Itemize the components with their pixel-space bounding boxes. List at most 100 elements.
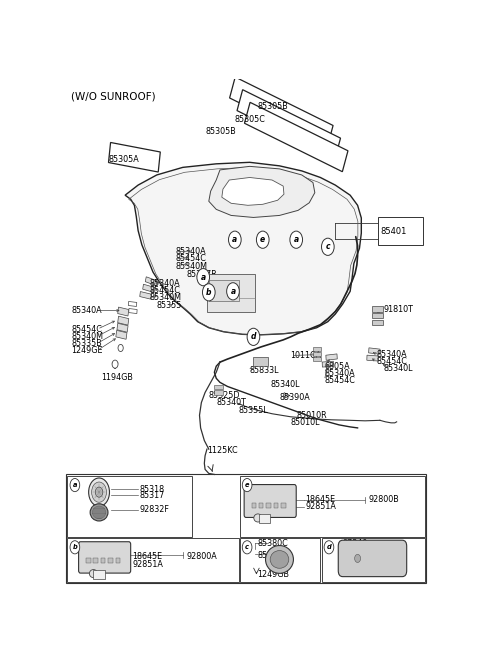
Bar (372, 306, 383, 311)
Text: 85305A: 85305A (108, 155, 139, 164)
Bar (313, 357, 321, 361)
Ellipse shape (254, 514, 262, 522)
Polygon shape (129, 309, 137, 313)
Ellipse shape (92, 506, 106, 519)
Bar (372, 313, 383, 318)
Circle shape (242, 541, 252, 554)
Text: 92851A: 92851A (132, 560, 163, 569)
Polygon shape (145, 277, 157, 286)
Text: 85305C: 85305C (235, 115, 266, 124)
Text: 97340: 97340 (343, 539, 368, 548)
Circle shape (227, 283, 240, 300)
Polygon shape (367, 355, 378, 361)
Text: 85340M: 85340M (149, 294, 181, 302)
Bar (116, 558, 120, 564)
Bar (94, 570, 106, 579)
Text: b: b (206, 288, 212, 297)
Text: 92800A: 92800A (186, 552, 217, 561)
Text: e: e (260, 235, 265, 244)
Text: 85340A: 85340A (324, 369, 355, 378)
Text: 85355: 85355 (156, 302, 182, 311)
Polygon shape (190, 256, 202, 263)
Text: 85355L: 85355L (239, 406, 268, 415)
Text: 18645E: 18645E (305, 495, 336, 504)
Text: 1249GE: 1249GE (71, 346, 103, 355)
Text: 85340M: 85340M (71, 332, 103, 341)
Bar (313, 347, 321, 351)
Ellipse shape (89, 570, 97, 578)
Circle shape (96, 487, 103, 497)
Text: 91810T: 91810T (384, 305, 413, 313)
Polygon shape (184, 262, 196, 269)
Circle shape (118, 344, 123, 351)
Text: 1194GB: 1194GB (101, 373, 133, 382)
Circle shape (322, 238, 334, 256)
Text: 85380C: 85380C (257, 539, 288, 548)
Text: b: b (72, 544, 77, 551)
Polygon shape (275, 223, 299, 243)
Bar (101, 558, 106, 564)
Text: 85454C: 85454C (324, 376, 355, 385)
Polygon shape (229, 77, 333, 147)
Bar (240, 476, 424, 537)
Polygon shape (369, 348, 380, 354)
Text: 92832F: 92832F (140, 505, 170, 514)
Circle shape (89, 478, 109, 507)
Text: 85340M: 85340M (175, 261, 207, 271)
Bar (215, 386, 223, 390)
Polygon shape (117, 323, 128, 332)
Text: 85340A: 85340A (175, 247, 206, 256)
Circle shape (197, 269, 210, 286)
Circle shape (324, 541, 334, 554)
FancyBboxPatch shape (244, 485, 296, 518)
Text: 92851A: 92851A (305, 503, 336, 511)
Text: 85337R: 85337R (186, 269, 217, 279)
Circle shape (203, 284, 215, 301)
Bar (274, 503, 278, 508)
Text: (W/O SUNROOF): (W/O SUNROOF) (71, 91, 156, 101)
Text: 1011CA: 1011CA (290, 351, 322, 360)
Text: 85401: 85401 (384, 226, 409, 235)
Text: e: e (245, 482, 250, 488)
Text: 85335B: 85335B (71, 339, 102, 348)
Text: 1249GB: 1249GB (257, 570, 289, 579)
Polygon shape (116, 330, 127, 339)
Bar (372, 320, 383, 325)
Text: 85317: 85317 (140, 491, 165, 500)
Text: 6805A: 6805A (324, 362, 350, 371)
Polygon shape (125, 162, 361, 335)
Text: 18645E: 18645E (132, 552, 163, 561)
Bar (252, 503, 256, 508)
Bar (207, 273, 255, 311)
Circle shape (256, 231, 269, 248)
Ellipse shape (265, 545, 293, 574)
Text: 85390A: 85390A (279, 393, 310, 402)
Bar (67, 476, 192, 537)
Circle shape (247, 328, 260, 346)
Bar (313, 352, 321, 356)
Bar (378, 217, 423, 245)
FancyBboxPatch shape (79, 542, 131, 573)
Polygon shape (222, 177, 284, 205)
Text: 85340A: 85340A (149, 279, 180, 288)
Circle shape (112, 360, 118, 368)
Text: d: d (251, 332, 256, 342)
Circle shape (242, 478, 252, 491)
Polygon shape (157, 249, 182, 275)
Bar (259, 514, 270, 523)
Bar (253, 357, 268, 366)
Polygon shape (322, 361, 334, 367)
Text: 85454C: 85454C (149, 286, 180, 295)
Text: 85454C: 85454C (175, 254, 206, 263)
Text: 85010R: 85010R (296, 411, 327, 420)
Circle shape (92, 482, 107, 502)
Text: 85454C: 85454C (376, 357, 407, 366)
Circle shape (70, 541, 80, 554)
Bar (94, 558, 98, 564)
Bar (240, 538, 321, 582)
Polygon shape (140, 292, 151, 299)
Polygon shape (143, 284, 155, 292)
Circle shape (70, 478, 80, 491)
Text: a: a (232, 235, 238, 244)
Text: a: a (72, 482, 77, 488)
